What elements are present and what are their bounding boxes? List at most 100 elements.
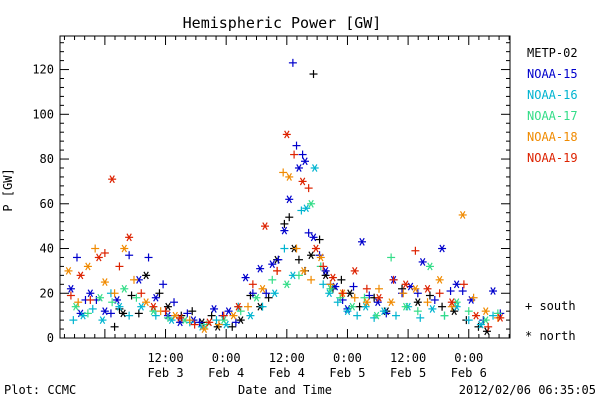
- data-point: [256, 264, 265, 273]
- data-point: [270, 289, 279, 298]
- x-tick-label-date: Feb 5: [390, 366, 426, 380]
- data-point: [298, 150, 307, 159]
- data-point: [66, 291, 75, 300]
- legend-entry: NOAA-18: [527, 130, 578, 144]
- data-point: [373, 298, 382, 307]
- data-point: [343, 307, 352, 316]
- data-point: [236, 307, 245, 316]
- data-point: [188, 307, 197, 316]
- data-point: [108, 175, 117, 184]
- legend-entry: METP-02: [527, 46, 578, 60]
- data-point: [155, 289, 164, 298]
- data-point: [294, 271, 303, 280]
- data-point: [273, 266, 282, 275]
- data-point: [125, 311, 134, 320]
- data-point: [228, 322, 237, 331]
- data-point: [210, 305, 219, 313]
- data-point: [401, 302, 410, 311]
- data-point: [299, 266, 308, 275]
- data-point: [307, 275, 316, 284]
- data-point: [418, 258, 427, 266]
- data-point: [151, 293, 160, 302]
- legend-entry: NOAA-19: [527, 151, 578, 165]
- x-tick-label-time: 12:00: [269, 351, 305, 365]
- data-point: [86, 289, 95, 298]
- data-point: [200, 325, 209, 333]
- data-point: [285, 173, 294, 181]
- data-point: [387, 298, 396, 307]
- x-tick-label-time: 12:00: [390, 351, 426, 365]
- data-point: [262, 289, 271, 298]
- data-point: [399, 289, 408, 298]
- data-point: [142, 271, 151, 280]
- data-point: [83, 262, 92, 271]
- data-point: [319, 280, 328, 289]
- data-point: [401, 280, 410, 289]
- data-point: [268, 260, 277, 269]
- data-point: [298, 177, 307, 186]
- legend-entry: NOAA-15: [527, 67, 578, 81]
- data-point: [185, 316, 194, 325]
- data-point: [413, 307, 422, 316]
- series-legend: METP-02 NOAA-15 NOAA-16 NOAA-17 NOAA-18 NOAA-…: [527, 46, 578, 165]
- chart-title: Hemispheric Power [GW]: [183, 14, 382, 32]
- data-point: [161, 307, 170, 316]
- data-point: [110, 289, 119, 298]
- data-point: [325, 289, 334, 298]
- data-point: [458, 211, 467, 219]
- data-point: [375, 293, 384, 302]
- data-point: [120, 284, 129, 293]
- data-point: [260, 222, 269, 231]
- legend-entry: NOAA-16: [527, 88, 578, 102]
- data-point: [234, 302, 243, 311]
- data-point: [66, 284, 75, 293]
- data-point: [321, 271, 330, 280]
- data-point: [129, 275, 138, 284]
- data-point: [100, 248, 109, 257]
- data-point: [440, 311, 449, 320]
- data-point: [100, 307, 109, 316]
- data-point: [292, 244, 301, 253]
- data-point: [212, 316, 221, 325]
- data-point: [248, 280, 257, 289]
- data-point: [268, 275, 277, 284]
- data-point: [205, 318, 214, 327]
- data-point: [425, 291, 434, 300]
- data-point: [64, 266, 73, 275]
- data-point: [285, 195, 294, 204]
- data-point: [280, 219, 289, 228]
- data-point: [100, 278, 109, 286]
- y-axis: 0 20 40 60 80 100 120: [32, 42, 510, 345]
- data-point: [258, 302, 267, 311]
- data-point: [447, 302, 456, 311]
- data-point: [163, 313, 172, 322]
- x-tick-label-date: Feb 4: [269, 366, 305, 380]
- data-point: [459, 280, 468, 289]
- data-point: [304, 184, 313, 193]
- data-point: [288, 58, 297, 67]
- data-point: [476, 320, 485, 329]
- data-point: [142, 298, 151, 307]
- footer-right: 2012/02/06 06:35:05: [459, 383, 596, 397]
- data-point: [411, 246, 420, 255]
- data-point: [464, 307, 473, 316]
- data-point: [338, 289, 347, 298]
- data-point: [446, 287, 455, 296]
- legend-entry: NOAA-17: [527, 109, 578, 123]
- data-point: [438, 244, 447, 253]
- data-point: [484, 322, 493, 331]
- data-point: [151, 311, 160, 320]
- data-point: [86, 295, 95, 304]
- data-point: [435, 275, 444, 284]
- data-point: [481, 316, 490, 325]
- data-point: [144, 253, 153, 262]
- data-point: [423, 284, 432, 293]
- data-point: [214, 320, 223, 329]
- data-point: [137, 302, 146, 311]
- data-point: [472, 311, 481, 320]
- data-point: [458, 287, 467, 296]
- data-point: [231, 318, 240, 327]
- data-point: [294, 255, 303, 264]
- data-point: [110, 322, 119, 331]
- data-point: [428, 305, 437, 313]
